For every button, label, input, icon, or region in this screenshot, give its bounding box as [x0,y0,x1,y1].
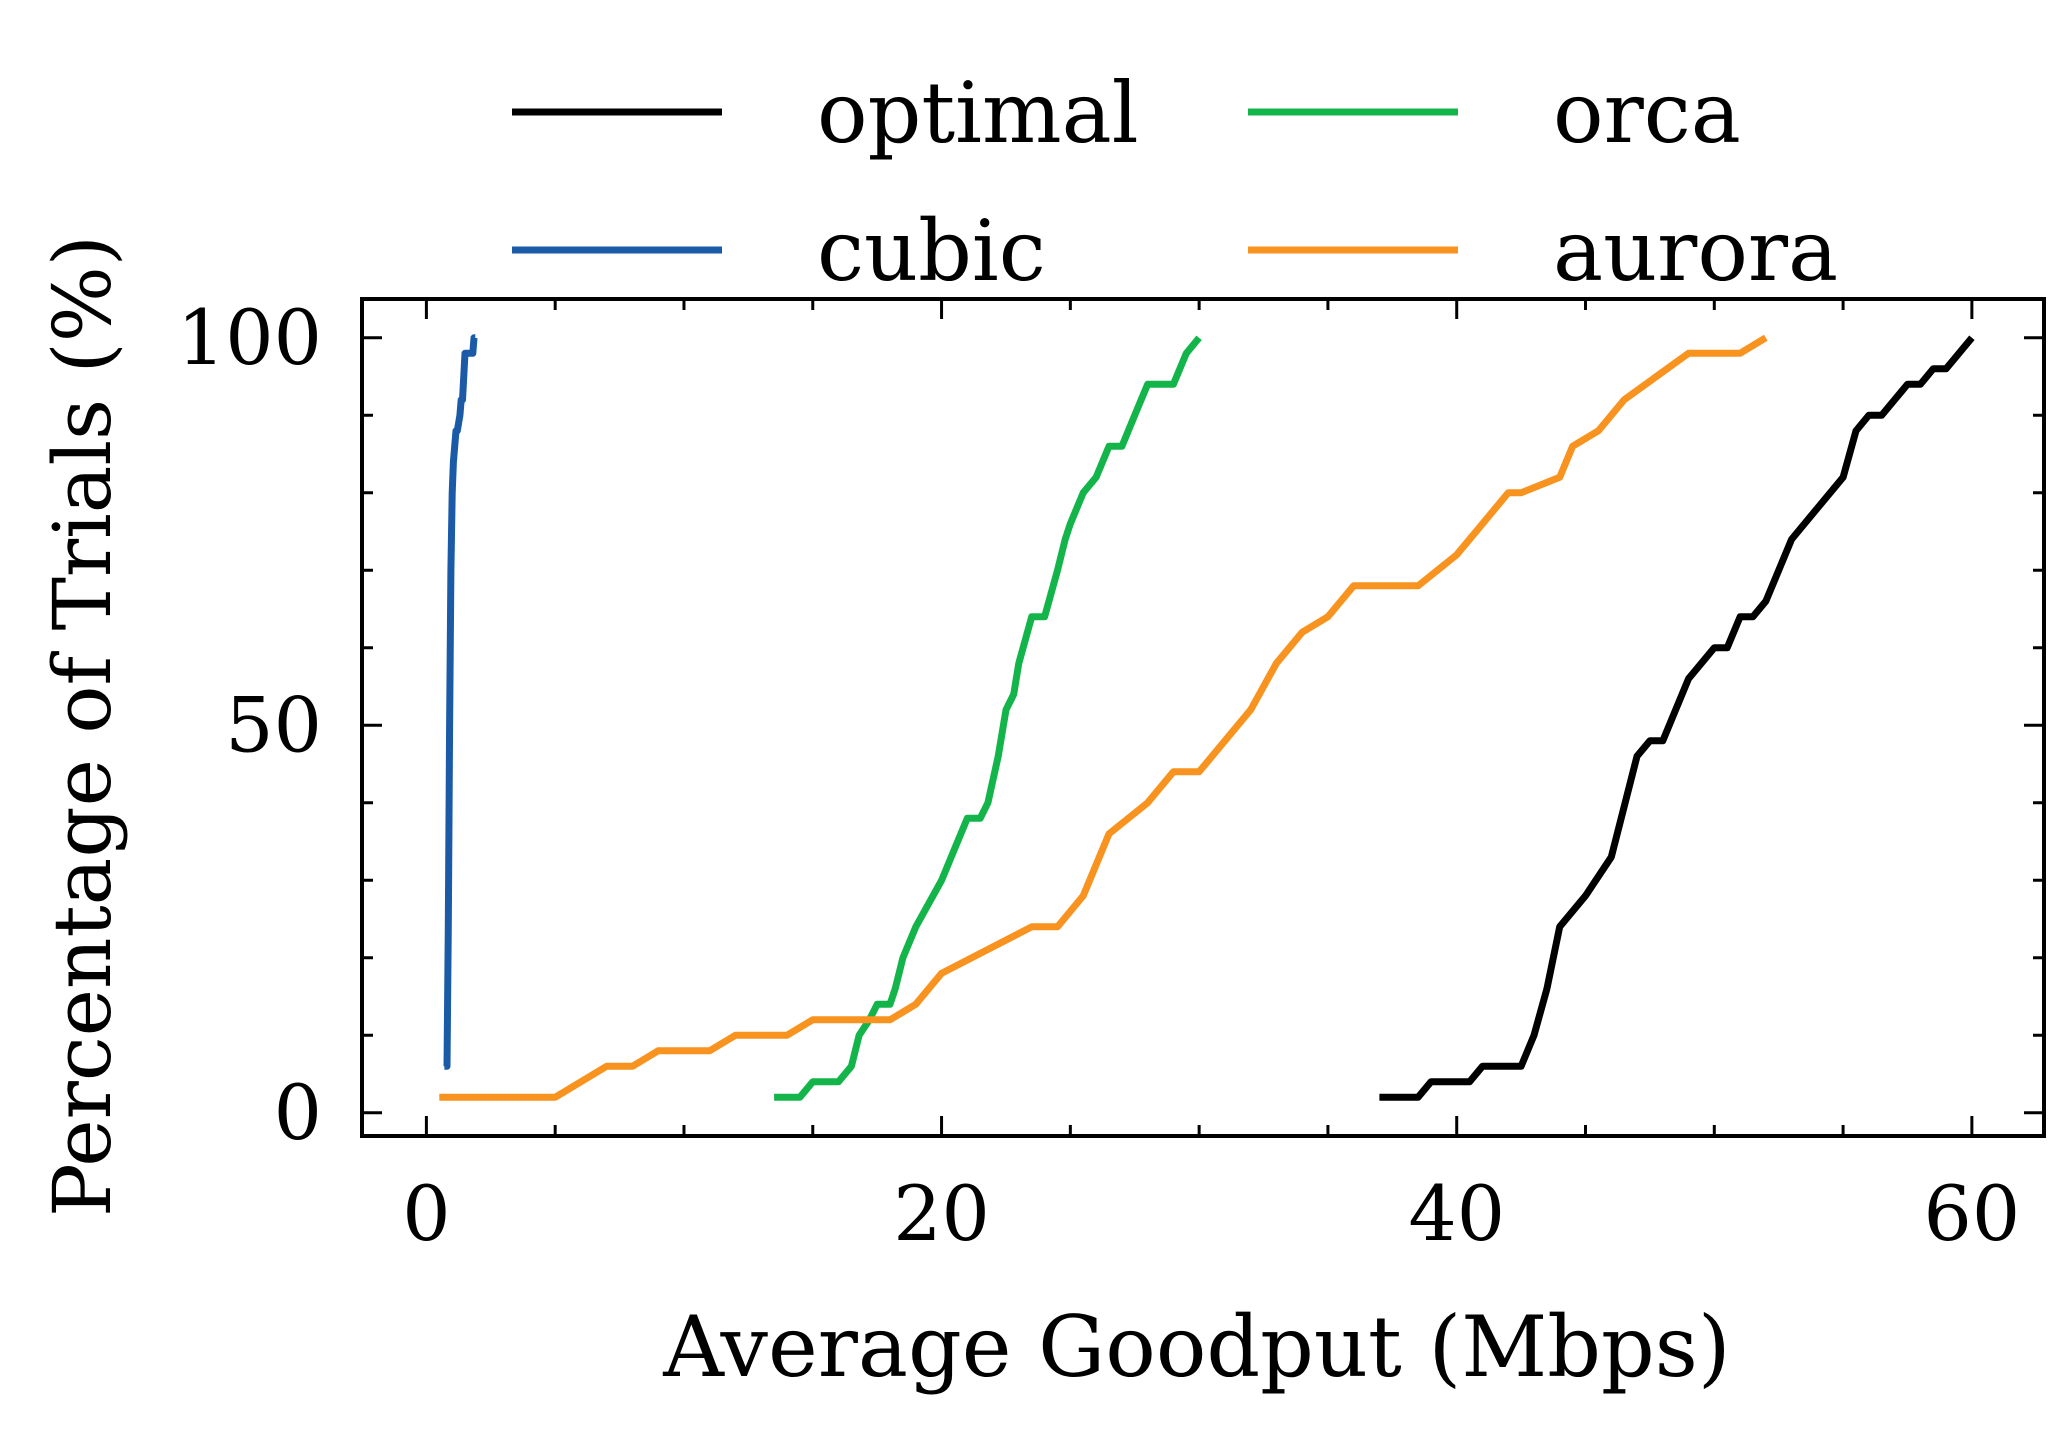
series-line-optimal [1379,335,1975,1101]
series-line-aurora [439,334,1768,1101]
legend-label-aurora: aurora [1553,202,1838,300]
axes: 0 20 40 60 0 50 100 [177,293,2046,1258]
series-layer [439,334,1975,1101]
x-tick-label: 0 [402,1169,450,1258]
series-line-cubic [443,334,478,1070]
x-tick-label: 20 [893,1169,990,1258]
legend-label-optimal: optimal [817,64,1139,162]
legend-label-cubic: cubic [817,202,1046,300]
series-line-orca [774,335,1202,1101]
plot-frame [360,297,2046,1138]
x-tick-label: 60 [1924,1169,2021,1258]
y-axis-label: Percentage of Trials (%) [36,235,129,1217]
legend-label-orca: orca [1553,64,1741,162]
y-tick-label: 50 [225,680,322,769]
legend: optimal cubic orca aurora [512,64,1838,300]
y-tick-label: 100 [177,293,322,382]
x-axis-label: Average Goodput (Mbps) [662,1298,1730,1396]
x-tick-label: 40 [1408,1169,1505,1258]
y-tick-label: 0 [274,1068,322,1157]
